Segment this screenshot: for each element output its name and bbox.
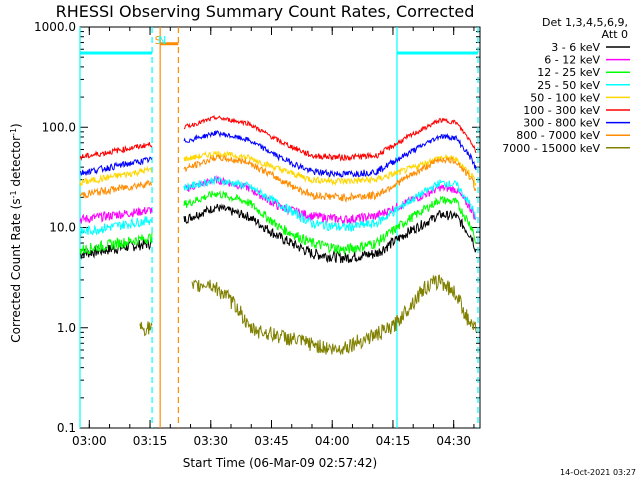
- series-line-12-25-kev: [183, 189, 477, 256]
- chart-title: RHESSI Observing Summary Count Rates, Co…: [56, 2, 475, 21]
- series-pre-gap-3-6-kev: [79, 238, 153, 260]
- series-pre-gap-50-100-kev: [79, 165, 153, 187]
- series-pre-gap-25-50-kev: [79, 216, 153, 237]
- series-pre-gap-300-800-kev: [79, 156, 153, 176]
- legend-label: 100 - 300 keV: [523, 104, 600, 117]
- legend-header-line1: Det 1,3,4,5,6,9,: [542, 16, 628, 29]
- legend-label: 12 - 25 keV: [537, 66, 600, 79]
- legend-label: 25 - 50 keV: [537, 79, 600, 92]
- series-pre-gap-800-7000-kev: [79, 179, 153, 200]
- legend-label: 6 - 12 keV: [544, 54, 600, 67]
- series-line-3-6-kev: [183, 203, 477, 264]
- series-line-50-100-kev: [183, 150, 477, 187]
- flag-label-s: S: [155, 34, 162, 47]
- series-pre-gap-6-12-kev: [79, 207, 153, 224]
- x-axis-label: Start Time (06-Mar-09 02:57:42): [183, 456, 377, 470]
- x-tick-label: 03:00: [72, 434, 107, 448]
- x-tick-label: 03:30: [193, 434, 228, 448]
- series-pre-gap-100-300-kev: [79, 141, 153, 162]
- y-tick-label: 100.0: [42, 120, 76, 134]
- x-tick-label: 04:00: [315, 434, 350, 448]
- x-tick-label: 03:45: [254, 434, 289, 448]
- series-line-300-800-kev: [183, 129, 477, 178]
- legend-label: 3 - 6 keV: [551, 41, 600, 54]
- series-pre-gap-7000-15000-kev: [139, 321, 153, 337]
- legend-header-line2: Att 0: [602, 28, 628, 41]
- series-line-7000-15000-kev: [191, 274, 477, 356]
- legend-label: 50 - 100 keV: [530, 91, 600, 104]
- x-tick-label: 04:30: [436, 434, 471, 448]
- y-tick-label: 1.0: [57, 321, 76, 335]
- legend-label: 800 - 7000 keV: [516, 129, 600, 142]
- legend-label: 7000 - 15000 keV: [502, 142, 600, 155]
- y-tick-label: 0.1: [57, 421, 76, 435]
- x-tick-label: 04:15: [376, 434, 411, 448]
- y-tick-label: 10.0: [49, 221, 76, 235]
- legend-label: 300 - 800 keV: [523, 117, 600, 130]
- series-line-25-50-kev: [183, 176, 477, 232]
- flag-label-n: N: [158, 34, 166, 47]
- series-line-100-300-kev: [183, 114, 477, 162]
- y-axis-label: Corrected Count Rate (s-1 detector-1): [9, 123, 23, 342]
- x-tick-label: 03:15: [133, 434, 168, 448]
- timestamp: 14-Oct-2021 03:27: [560, 468, 636, 477]
- series-line-800-7000-kev: [183, 153, 477, 204]
- series-pre-gap-12-25-kev: [79, 232, 153, 255]
- y-tick-label: 1000.0: [34, 20, 76, 34]
- plot-area: 0.1 1.0 10.0 100.0 1000.0 03:00 03:15 03:30 03:4…: [34, 20, 481, 448]
